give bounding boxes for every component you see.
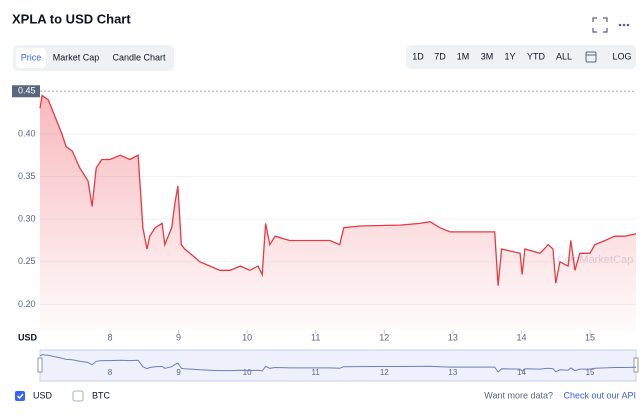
range-button[interactable]: 1Y: [504, 51, 515, 61]
y-tick-label: 0.45: [18, 86, 36, 96]
x-tick-label: 10: [242, 332, 252, 342]
nav-tick-label: 10: [243, 368, 252, 377]
x-tick-label: 11: [311, 332, 320, 342]
x-tick-label: 9: [176, 332, 181, 342]
range-group: [406, 45, 636, 69]
currency-label: USD: [33, 390, 53, 400]
navigator: [39, 349, 637, 382]
nav-handle[interactable]: [633, 357, 639, 373]
range-button[interactable]: 3M: [481, 51, 494, 61]
tab[interactable]: Market Cap: [53, 52, 100, 62]
tab-active: [16, 48, 46, 68]
range-button[interactable]: 1M: [457, 51, 470, 61]
y-tick-label: 0.20: [18, 299, 36, 309]
tab[interactable]: Candle Chart: [112, 52, 166, 62]
tab[interactable]: Price: [21, 52, 42, 62]
x-tick-label: 15: [585, 332, 595, 342]
range-button[interactable]: YTD: [527, 51, 546, 61]
nav-tick-label: 11: [312, 368, 321, 377]
nav-tick-label: 8: [108, 368, 113, 377]
y-tick-label: 0.25: [18, 256, 36, 266]
range-button[interactable]: 7D: [434, 51, 446, 61]
nav-handle[interactable]: [37, 357, 43, 373]
price-marker: [12, 85, 40, 98]
x-tick-label: 14: [516, 332, 526, 342]
nav-tick-label: 15: [586, 368, 595, 377]
price-line: [39, 94, 637, 286]
api-link[interactable]: Check out our API: [563, 390, 636, 400]
area: [40, 95, 636, 330]
range-button[interactable]: ALL: [556, 51, 572, 61]
expand-icon[interactable]: [592, 17, 608, 33]
checkbox-checked[interactable]: [15, 391, 25, 401]
calendar-icon[interactable]: [585, 51, 597, 63]
y-tick-label: 0.30: [18, 214, 36, 224]
y-axis-label: USD: [18, 332, 38, 342]
x-tick-label: 12: [379, 332, 389, 342]
nav-tick-label: 14: [517, 368, 526, 377]
tab-group: [13, 45, 174, 71]
checkbox[interactable]: [72, 390, 84, 402]
title: XPLA to USD Chart: [12, 11, 131, 26]
more-icon[interactable]: [618, 23, 630, 27]
nav-tick-label: 9: [176, 368, 181, 377]
x-tick-label: 13: [448, 332, 458, 342]
y-tick-label: 0.40: [18, 128, 36, 138]
y-tick-label: 0.35: [18, 171, 36, 181]
range-button[interactable]: 1D: [412, 51, 424, 61]
check: [16, 393, 24, 400]
nav-tick-label: 13: [448, 368, 457, 377]
currency-label: BTC: [92, 390, 111, 400]
prompt: Want more data?: [484, 390, 553, 400]
nav-line: [39, 354, 637, 373]
nav-tick-label: 12: [380, 368, 389, 377]
x-tick-label: 8: [107, 332, 112, 342]
log-button[interactable]: LOG: [612, 51, 631, 61]
